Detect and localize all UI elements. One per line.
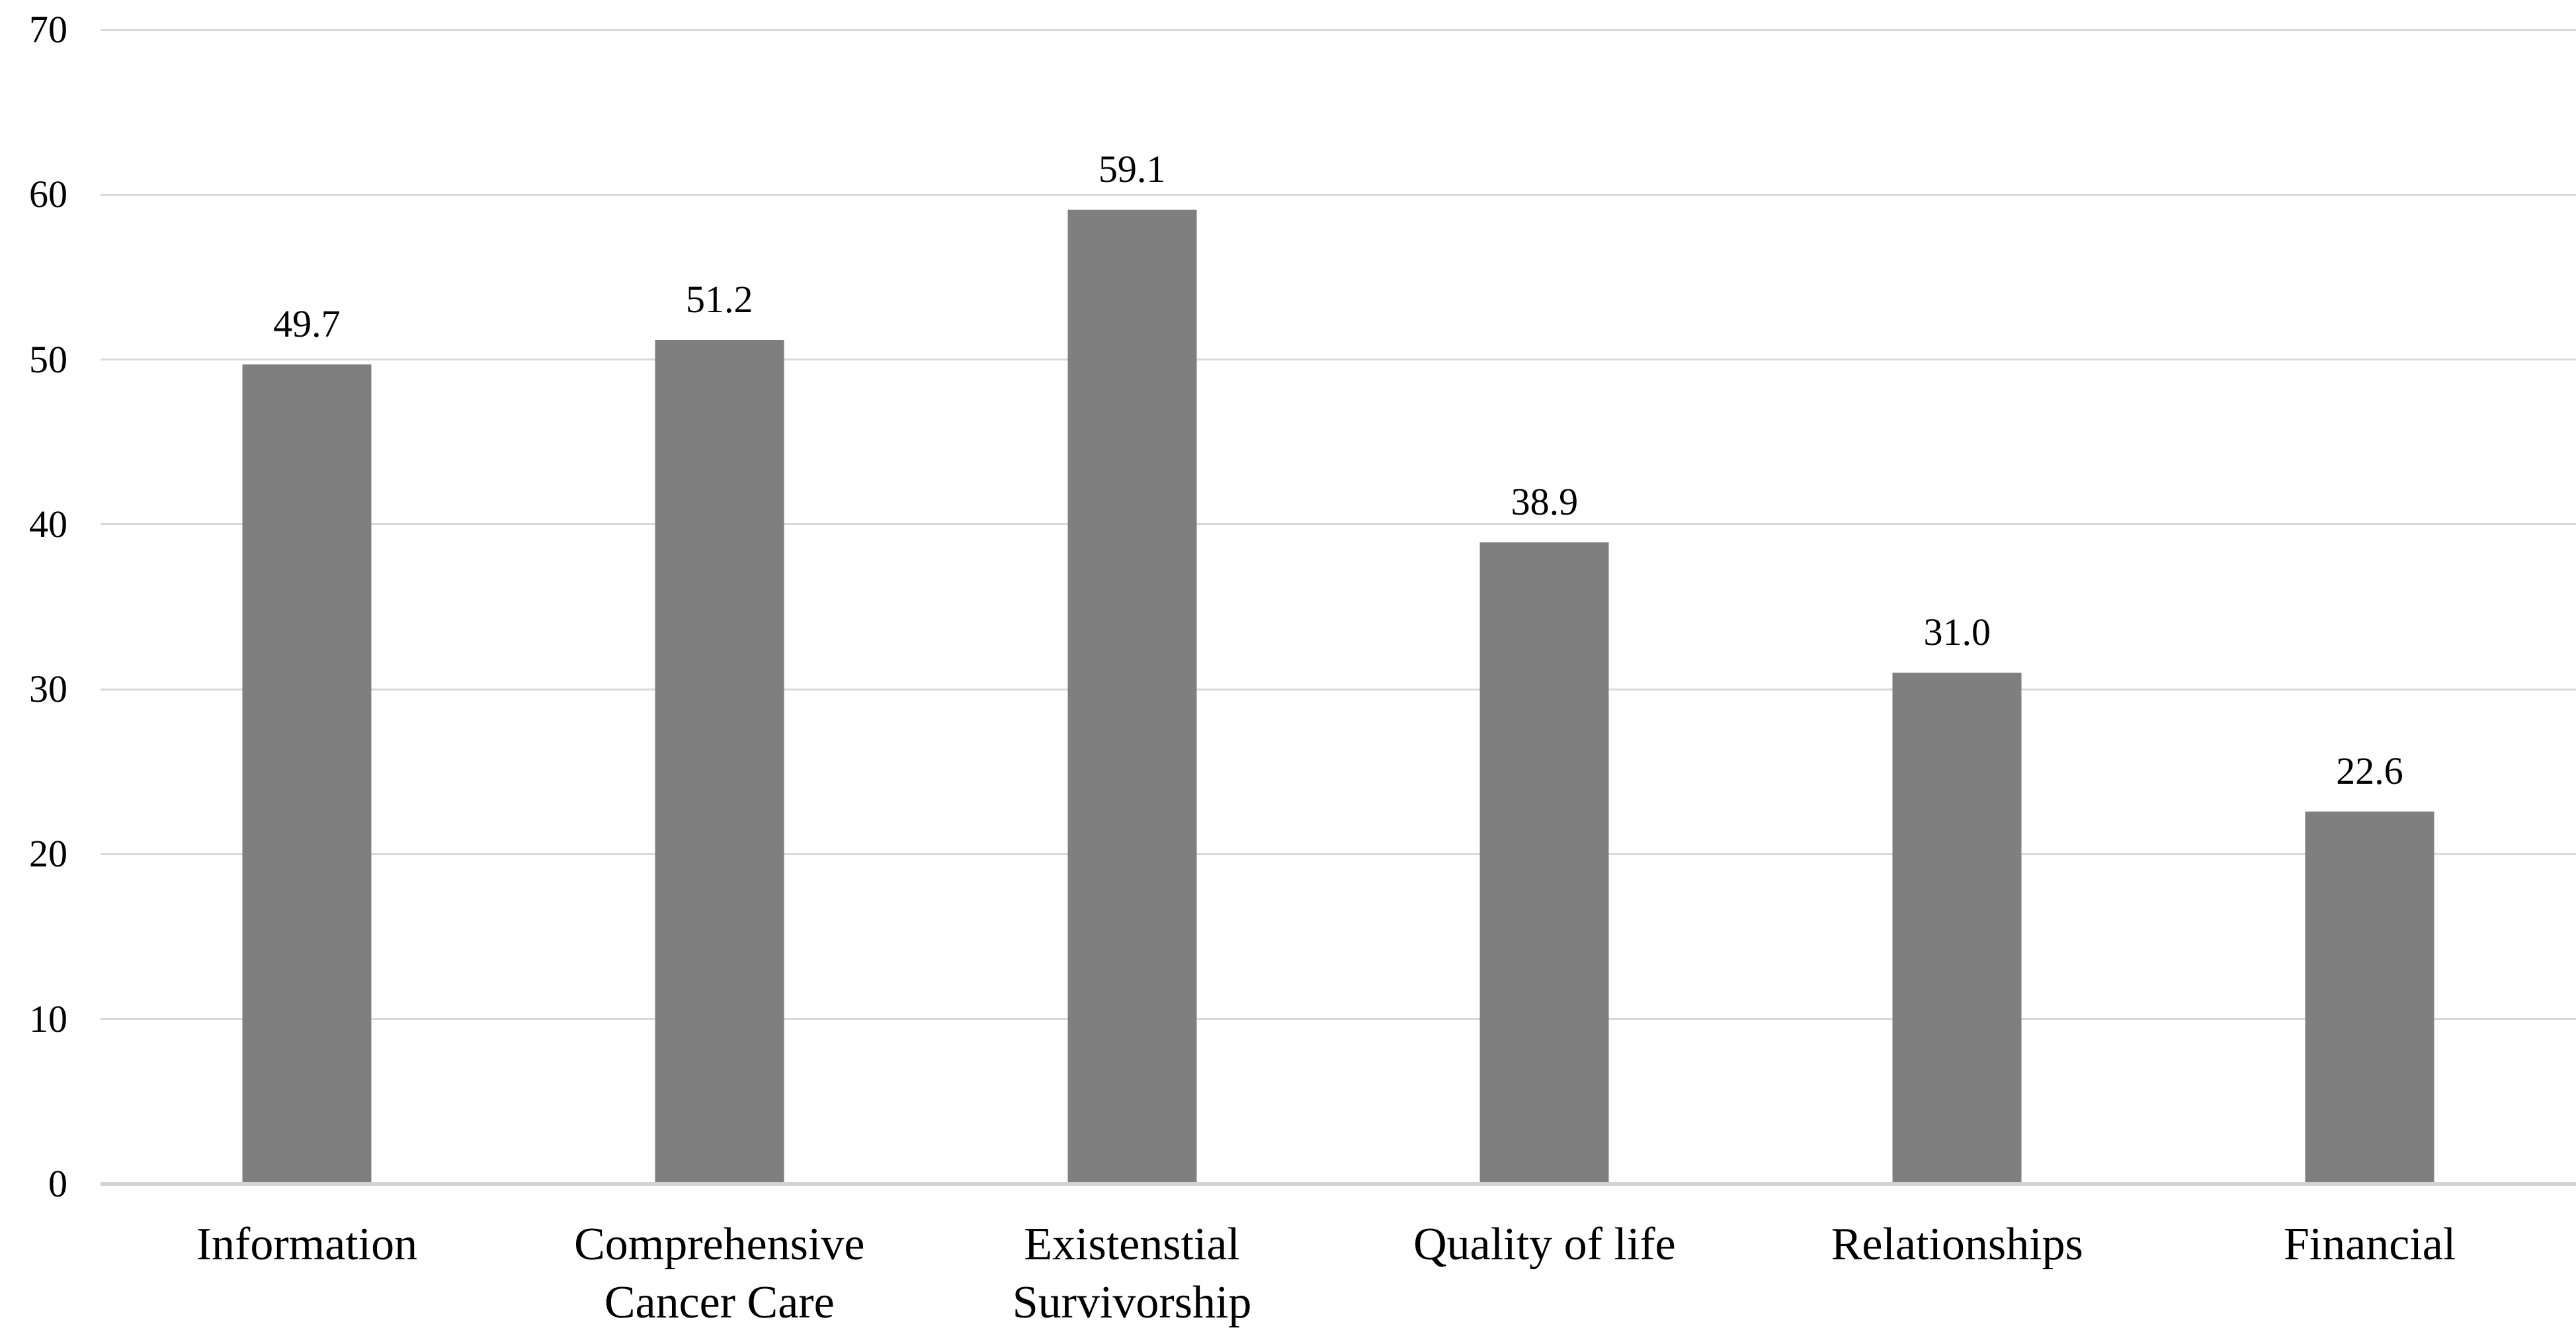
- gridline: [101, 853, 2576, 855]
- gridline: [101, 28, 2576, 31]
- bar-slot: 51.2: [513, 30, 926, 1184]
- y-axis-tick-label: 0: [48, 1162, 67, 1205]
- x-axis-category-label: Information: [196, 1219, 418, 1270]
- bar: [242, 364, 372, 1184]
- y-axis-tick-label: 30: [29, 667, 67, 711]
- plot-area: 49.7 51.2 59.1 38.9 31.0 22.6: [101, 28, 2576, 1186]
- x-axis-category-label: Existenstial Survivorship: [1012, 1219, 1252, 1328]
- x-axis-category-labels: Information Comprehensive Cancer Care Exis…: [101, 1216, 2576, 1331]
- bar: [1479, 542, 1609, 1184]
- y-axis: 0 10 20 30 40 50 60 70: [0, 11, 101, 1203]
- bar-slot: 49.7: [101, 30, 513, 1184]
- gridline: [101, 193, 2576, 196]
- bar-data-label: 49.7: [273, 302, 341, 346]
- y-axis-tick-label: 50: [29, 337, 67, 381]
- x-axis-category-label: Relationships: [1831, 1219, 2083, 1270]
- bar-slot: 59.1: [926, 30, 1339, 1184]
- x-axis-category-label: Comprehensive Cancer Care: [574, 1219, 865, 1328]
- bar-data-label: 59.1: [1098, 147, 1166, 190]
- y-axis-tick-label: 40: [29, 502, 67, 546]
- bar-data-label: 38.9: [1511, 480, 1579, 524]
- gridline: [101, 523, 2576, 526]
- bar: [2305, 811, 2434, 1184]
- bar-data-label: 51.2: [685, 277, 753, 321]
- y-axis-tick-label: 20: [29, 832, 67, 876]
- bar-data-label: 22.6: [2336, 749, 2403, 792]
- y-axis-tick-label: 10: [29, 997, 67, 1040]
- bar-series: 49.7 51.2 59.1 38.9 31.0 22.6: [101, 30, 2576, 1184]
- gridline: [101, 1018, 2576, 1021]
- bar-data-label: 31.0: [1923, 610, 1991, 654]
- gridline: [101, 358, 2576, 361]
- bar: [1067, 209, 1197, 1184]
- x-axis-category-label: Quality of life: [1413, 1219, 1676, 1270]
- x-axis-line: [101, 1182, 2576, 1186]
- bar-slot: 22.6: [2163, 30, 2576, 1184]
- bar: [1892, 673, 2022, 1184]
- bar-slot: 38.9: [1338, 30, 1751, 1184]
- y-axis-tick-label: 60: [29, 173, 67, 216]
- y-axis-tick-label: 70: [29, 8, 67, 51]
- x-axis-category-label: Financial: [2283, 1219, 2456, 1270]
- bar: [655, 339, 784, 1184]
- gridline: [101, 688, 2576, 691]
- bar-slot: 31.0: [1751, 30, 2163, 1184]
